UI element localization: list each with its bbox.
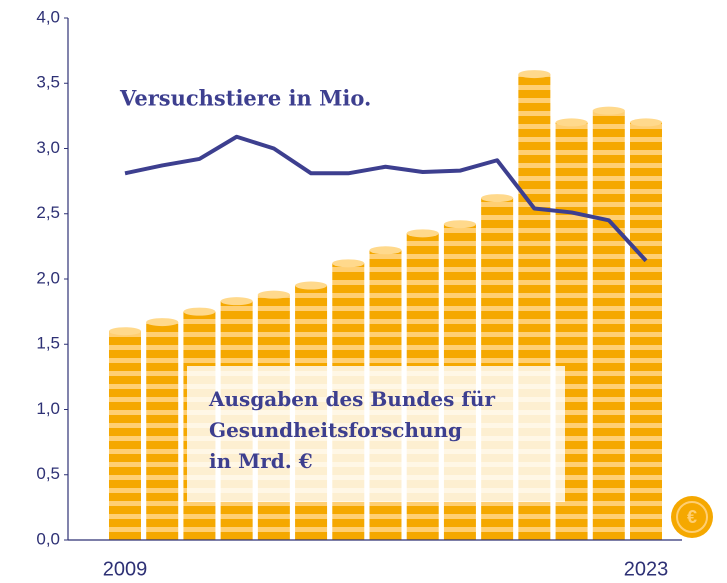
- y-tick-label: 4,0: [36, 7, 60, 26]
- coin-top: [220, 297, 253, 306]
- y-tick-label: 0,5: [36, 464, 60, 483]
- coin-top: [406, 229, 439, 238]
- x-tick-label: 2009: [103, 558, 148, 580]
- coin-top: [555, 118, 588, 127]
- coin-top: [109, 327, 141, 336]
- coin-stack: [109, 331, 141, 540]
- y-tick-label: 1,5: [36, 334, 60, 353]
- bar-legend: Ausgaben des Bundes für Gesundheitsforsc…: [187, 366, 565, 502]
- coin-top: [443, 220, 476, 229]
- coin-top: [332, 259, 365, 268]
- coin-top: [257, 290, 290, 299]
- y-tick-label: 3,0: [36, 138, 60, 157]
- coin-top: [630, 118, 662, 127]
- coin-stack: [630, 122, 662, 541]
- coin-stack: [146, 322, 179, 540]
- coin-stack: [592, 110, 625, 540]
- line: [124, 134, 648, 263]
- svg-text:€: €: [687, 507, 697, 527]
- coin-top: [146, 318, 179, 327]
- y-tick-label: 2,5: [36, 203, 60, 222]
- y-tick-label: 1,0: [36, 399, 60, 418]
- y-tick-label: 0,0: [36, 529, 60, 548]
- coin-top: [518, 70, 551, 79]
- coin-top: [481, 194, 514, 203]
- line-label: Versuchstiere in Mio.: [119, 86, 371, 111]
- coin-top: [295, 281, 328, 290]
- coin-top: [183, 307, 216, 316]
- y-tick-label: 2,0: [36, 268, 60, 287]
- euro-icon: €: [671, 496, 713, 538]
- coin-top: [592, 106, 625, 115]
- coin-top: [369, 246, 402, 255]
- x-tick-label: 2023: [624, 558, 669, 580]
- y-tick-label: 3,5: [36, 73, 60, 92]
